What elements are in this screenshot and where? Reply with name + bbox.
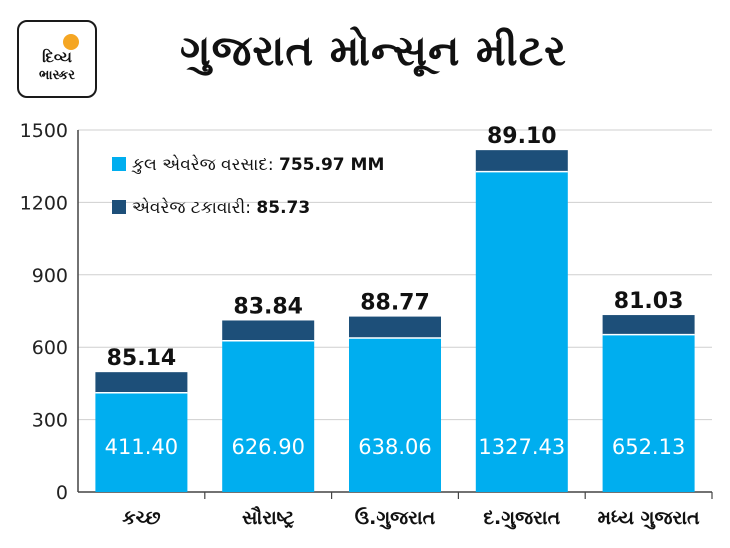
logo: દિવ્ય ભાસ્કર — [17, 20, 97, 98]
x-category-label: દ.ગુજરાત — [483, 507, 560, 529]
bar-rain — [475, 171, 568, 492]
x-category-label: ઉ.ગુજરાત — [355, 506, 436, 529]
legend-swatch-rain — [112, 157, 126, 171]
legend-rain-value: 755.97 MM — [279, 155, 385, 175]
legend-item-pct: એવરેજ ટકાવારી: 85.73 — [112, 198, 310, 218]
bar-percentage — [602, 315, 695, 335]
legend-item-rain: કુલ એવરેજ વરસાદ: 755.97 MM — [112, 155, 384, 175]
legend-pct-value: 85.73 — [256, 198, 311, 218]
legend-pct-label: એવરેજ ટકાવારી: — [132, 198, 251, 218]
x-category-label: મધ્ય ગુજરાત — [598, 507, 700, 529]
rain-value-label: 638.06 — [358, 435, 431, 459]
rain-value-label: 652.13 — [612, 435, 685, 459]
bar-percentage — [475, 150, 568, 172]
y-tick-label: 900 — [32, 265, 68, 287]
logo-line-2: ભાસ્કર — [39, 68, 75, 83]
bar-percentage — [349, 316, 441, 339]
bar-rain — [602, 334, 695, 492]
bar-rain — [349, 338, 441, 492]
legend-swatch-pct — [112, 200, 126, 214]
percentage-value-label: 81.03 — [614, 289, 684, 314]
y-tick-label: 600 — [32, 337, 68, 359]
y-tick-label: 1200 — [20, 192, 68, 214]
rain-value-label: 411.40 — [105, 435, 178, 459]
y-tick-label: 0 — [56, 482, 68, 504]
rain-value-label: 1327.43 — [478, 435, 565, 459]
percentage-value-label: 89.10 — [487, 124, 557, 149]
bar-rain — [222, 340, 315, 492]
x-category-label: સૌરાષ્ટ્ર — [242, 506, 294, 529]
bar-percentage — [222, 320, 315, 341]
bar-rain — [95, 392, 188, 492]
percentage-value-label: 83.84 — [233, 294, 303, 319]
y-tick-label: 1500 — [20, 120, 68, 142]
rain-value-label: 626.90 — [231, 435, 304, 459]
sun-icon — [63, 34, 79, 50]
x-category-label: કચ્છ — [122, 507, 161, 529]
logo-line-1: દિવ્ય — [42, 48, 72, 66]
percentage-value-label: 85.14 — [107, 346, 177, 371]
chart-title: ગુજરાત મોન્સૂન મીટર — [180, 26, 567, 75]
legend-rain-label: કુલ એવરેજ વરસાદ: — [132, 155, 274, 175]
y-tick-label: 300 — [32, 410, 68, 432]
percentage-value-label: 88.77 — [360, 291, 430, 316]
bar-percentage — [95, 372, 188, 393]
